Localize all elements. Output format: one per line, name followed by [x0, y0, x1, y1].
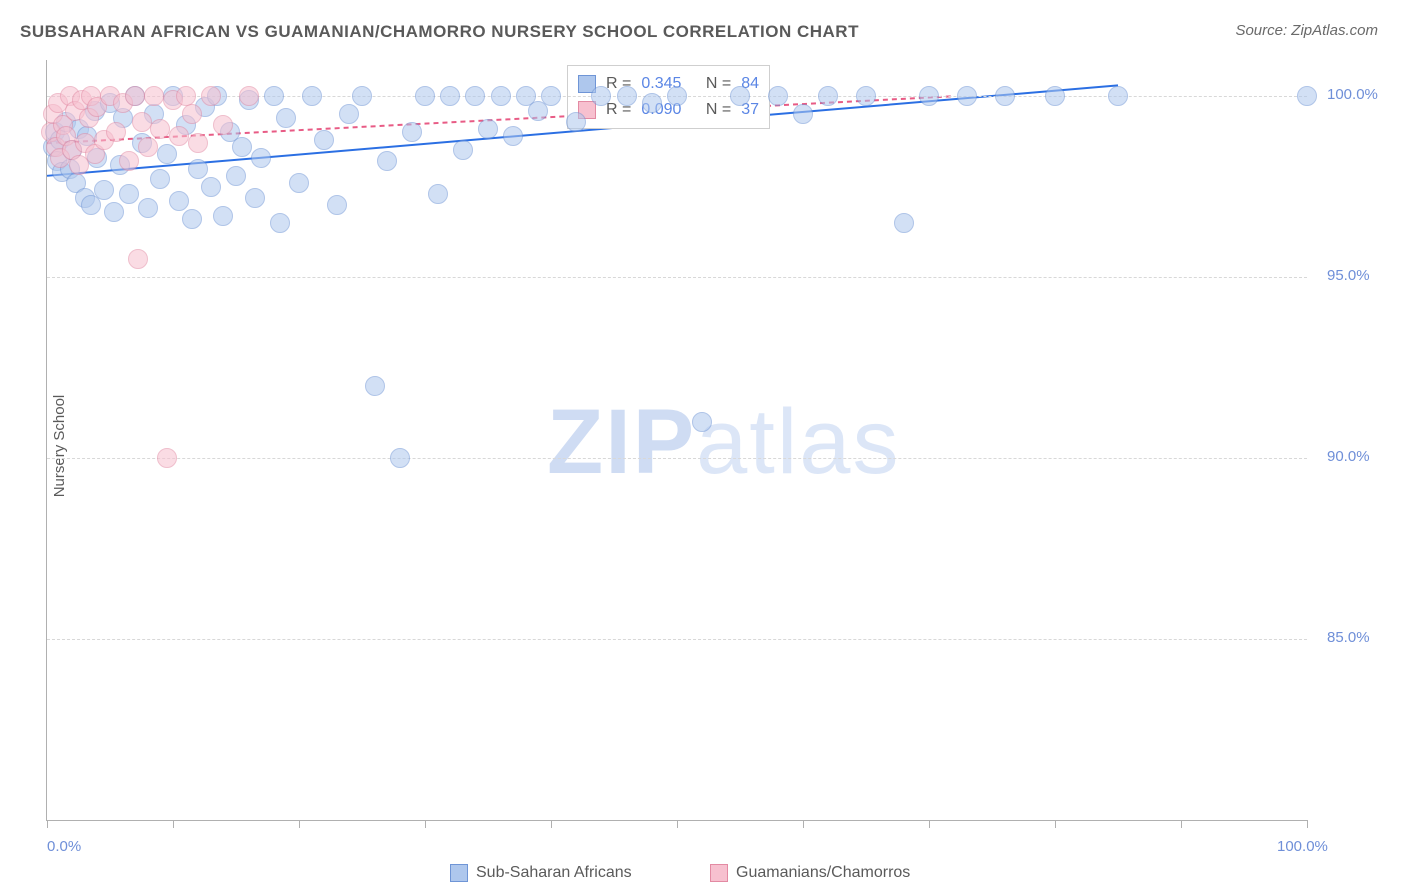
scatter-point-ssa: [138, 198, 158, 218]
legend-swatch-pink: [710, 864, 728, 882]
scatter-point-ssa: [264, 86, 284, 106]
scatter-point-guam: [201, 86, 221, 106]
scatter-point-ssa: [692, 412, 712, 432]
watermark: ZIPatlas: [547, 390, 900, 495]
scatter-point-ssa: [818, 86, 838, 106]
scatter-point-ssa: [314, 130, 334, 150]
scatter-point-ssa: [289, 173, 309, 193]
scatter-point-guam: [150, 119, 170, 139]
legend-swatch-blue: [450, 864, 468, 882]
scatter-point-ssa: [402, 122, 422, 142]
x-tick: [929, 820, 930, 828]
scatter-point-ssa: [894, 213, 914, 233]
x-tick: [425, 820, 426, 828]
x-tick: [1307, 820, 1308, 828]
watermark-right: atlas: [696, 391, 900, 493]
scatter-point-ssa: [327, 195, 347, 215]
scatter-point-ssa: [1045, 86, 1065, 106]
x-tick: [803, 820, 804, 828]
scatter-point-guam: [106, 122, 126, 142]
scatter-point-ssa: [270, 213, 290, 233]
scatter-point-ssa: [276, 108, 296, 128]
plot-area: ZIPatlas R = 0.345 N = 84 R = 0.090 N = …: [46, 60, 1307, 821]
scatter-point-ssa: [169, 191, 189, 211]
y-tick-label: 90.0%: [1327, 448, 1370, 465]
x-tick-label: 0.0%: [47, 838, 81, 855]
scatter-point-ssa: [251, 148, 271, 168]
scatter-point-guam: [128, 249, 148, 269]
x-tick: [551, 820, 552, 828]
scatter-point-ssa: [188, 159, 208, 179]
scatter-point-ssa: [365, 376, 385, 396]
scatter-point-ssa: [339, 104, 359, 124]
scatter-point-ssa: [302, 86, 322, 106]
scatter-point-ssa: [995, 86, 1015, 106]
legend-series-1: Sub-Saharan Africans: [450, 864, 632, 882]
scatter-point-ssa: [465, 86, 485, 106]
scatter-point-ssa: [182, 209, 202, 229]
scatter-point-guam: [176, 86, 196, 106]
y-tick-label: 85.0%: [1327, 629, 1370, 646]
y-tick-label: 100.0%: [1327, 86, 1378, 103]
scatter-point-ssa: [856, 86, 876, 106]
x-tick: [677, 820, 678, 828]
scatter-point-ssa: [157, 144, 177, 164]
legend-series-2: Guamanians/Chamorros: [710, 864, 910, 882]
scatter-point-guam: [182, 104, 202, 124]
scatter-point-ssa: [617, 86, 637, 106]
chart-title: SUBSAHARAN AFRICAN VS GUAMANIAN/CHAMORRO…: [20, 22, 859, 42]
scatter-point-ssa: [245, 188, 265, 208]
scatter-point-ssa: [957, 86, 977, 106]
scatter-point-ssa: [566, 112, 586, 132]
scatter-point-ssa: [226, 166, 246, 186]
x-tick: [299, 820, 300, 828]
scatter-point-ssa: [201, 177, 221, 197]
scatter-point-ssa: [428, 184, 448, 204]
scatter-point-ssa: [94, 180, 114, 200]
gridline: [47, 277, 1307, 278]
scatter-point-ssa: [1108, 86, 1128, 106]
scatter-point-guam: [125, 86, 145, 106]
scatter-point-guam: [132, 112, 152, 132]
scatter-point-guam: [188, 133, 208, 153]
scatter-point-guam: [144, 86, 164, 106]
source-attribution: Source: ZipAtlas.com: [1235, 22, 1378, 39]
scatter-point-guam: [169, 126, 189, 146]
scatter-point-ssa: [793, 104, 813, 124]
scatter-point-guam: [119, 151, 139, 171]
scatter-point-ssa: [415, 86, 435, 106]
scatter-point-ssa: [119, 184, 139, 204]
scatter-point-ssa: [390, 448, 410, 468]
scatter-point-ssa: [232, 137, 252, 157]
legend-label-1: Sub-Saharan Africans: [476, 864, 632, 882]
scatter-point-ssa: [213, 206, 233, 226]
x-tick: [47, 820, 48, 828]
scatter-point-guam: [239, 86, 259, 106]
scatter-point-ssa: [503, 126, 523, 146]
scatter-point-ssa: [919, 86, 939, 106]
scatter-point-ssa: [478, 119, 498, 139]
gridline: [47, 639, 1307, 640]
scatter-point-ssa: [377, 151, 397, 171]
x-tick-label: 100.0%: [1277, 838, 1328, 855]
scatter-point-ssa: [440, 86, 460, 106]
watermark-left: ZIP: [547, 391, 696, 493]
scatter-point-guam: [157, 448, 177, 468]
scatter-point-ssa: [150, 169, 170, 189]
gridline: [47, 458, 1307, 459]
x-tick: [1181, 820, 1182, 828]
x-tick: [173, 820, 174, 828]
scatter-point-ssa: [491, 86, 511, 106]
y-tick-label: 95.0%: [1327, 267, 1370, 284]
scatter-point-ssa: [104, 202, 124, 222]
scatter-point-ssa: [352, 86, 372, 106]
scatter-point-ssa: [541, 86, 561, 106]
scatter-point-ssa: [453, 140, 473, 160]
scatter-point-ssa: [1297, 86, 1317, 106]
scatter-point-ssa: [768, 86, 788, 106]
scatter-point-guam: [138, 137, 158, 157]
x-tick: [1055, 820, 1056, 828]
legend-label-2: Guamanians/Chamorros: [736, 864, 910, 882]
